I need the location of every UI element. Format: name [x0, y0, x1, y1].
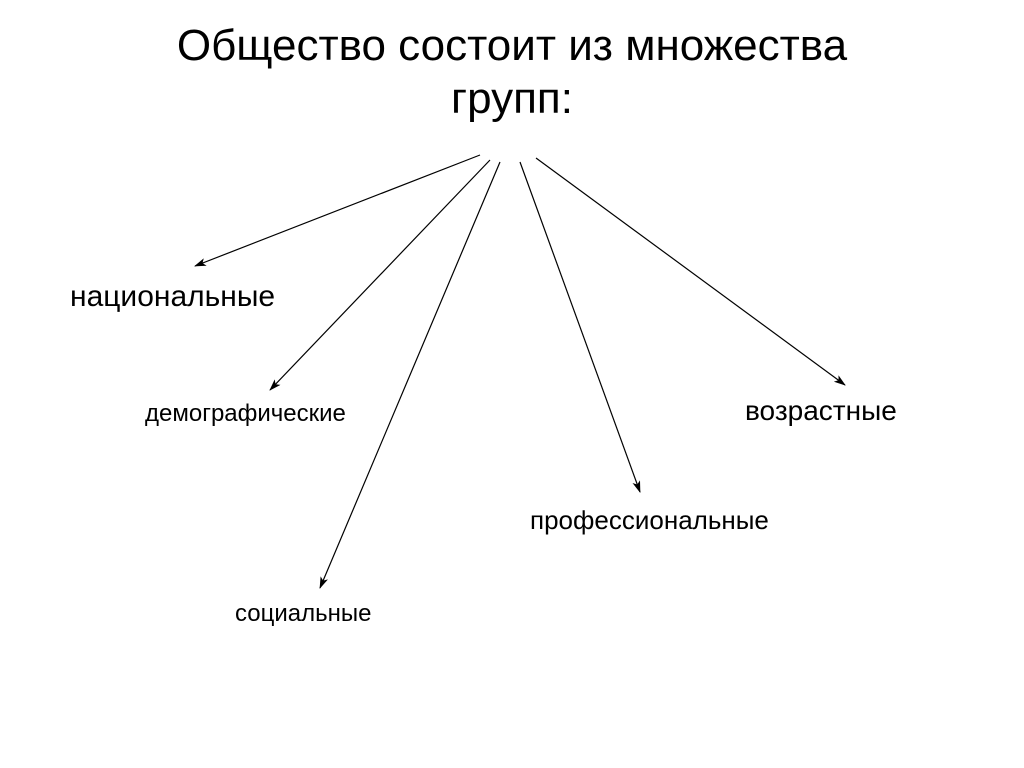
arrow-to-national — [195, 155, 480, 266]
arrow-to-demographic — [270, 160, 490, 390]
node-age: возрастные — [745, 395, 897, 427]
diagram-title: Общество состоит из множествагрупп: — [0, 20, 1024, 126]
node-demographic: демографические — [145, 400, 346, 428]
node-professional: профессиональные — [530, 505, 769, 536]
arrow-to-social — [320, 162, 500, 588]
node-social: социальные — [235, 600, 371, 628]
node-national: национальные — [70, 280, 275, 314]
arrow-to-age — [536, 158, 845, 385]
arrow-to-professional — [520, 162, 640, 492]
